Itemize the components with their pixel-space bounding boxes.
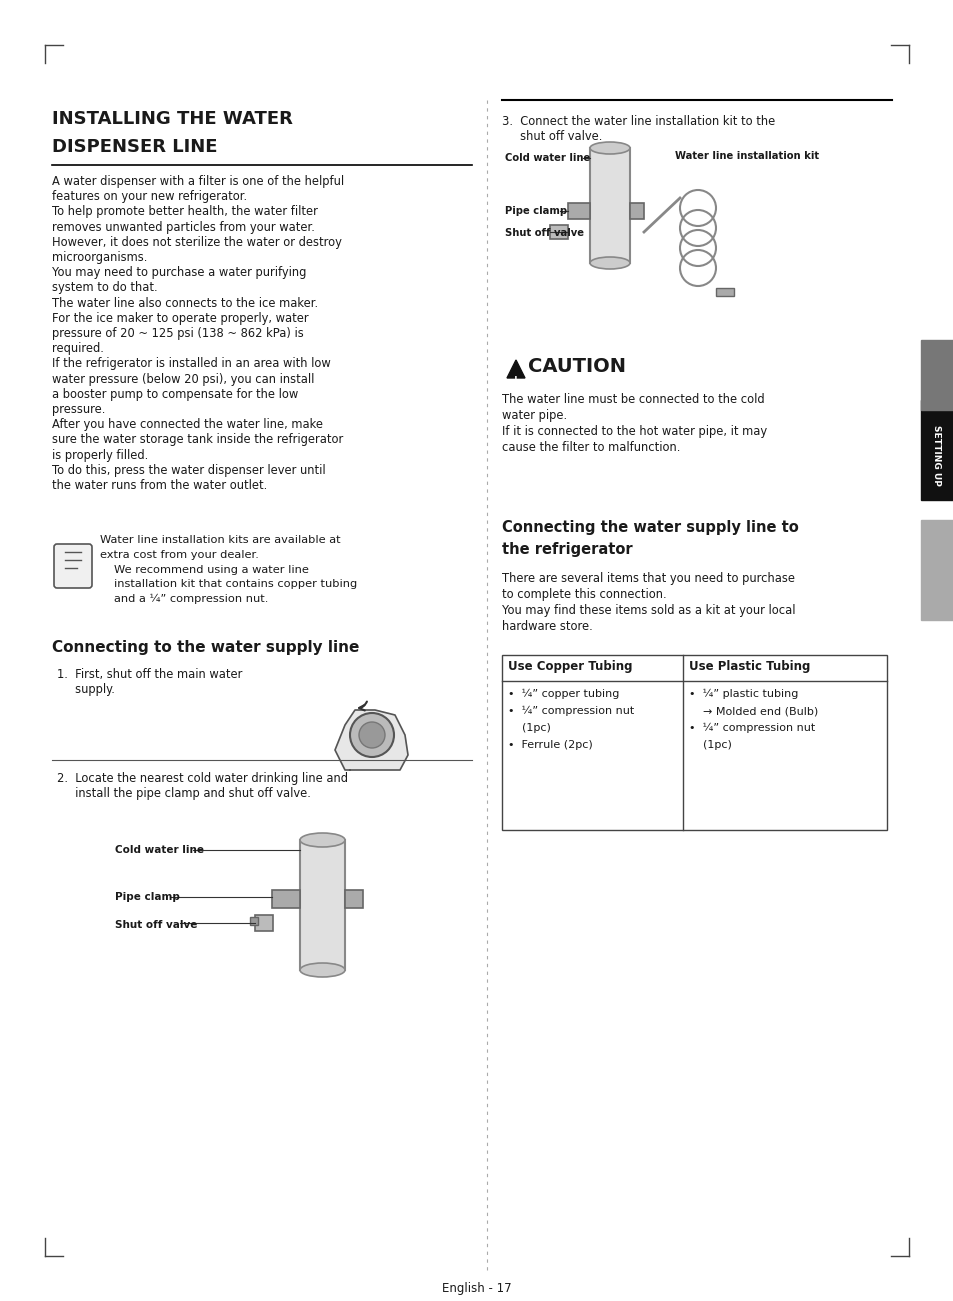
Text: a booster pump to compensate for the low: a booster pump to compensate for the low [52, 388, 298, 401]
Text: The water line must be connected to the cold: The water line must be connected to the … [501, 393, 763, 406]
Text: Use Plastic Tubing: Use Plastic Tubing [688, 660, 809, 673]
Text: SETTING UP: SETTING UP [931, 424, 941, 485]
Text: You may need to purchase a water purifying: You may need to purchase a water purifyi… [52, 267, 306, 280]
Text: hardware store.: hardware store. [501, 621, 592, 634]
Text: 1.  First, shut off the main water: 1. First, shut off the main water [57, 667, 242, 680]
Text: For the ice maker to operate properly, water: For the ice maker to operate properly, w… [52, 312, 309, 325]
Ellipse shape [589, 142, 629, 154]
Text: A water dispenser with a filter is one of the helpful: A water dispenser with a filter is one o… [52, 176, 344, 189]
Circle shape [358, 722, 385, 748]
Text: After you have connected the water line, make: After you have connected the water line,… [52, 418, 323, 431]
Text: the water runs from the water outlet.: the water runs from the water outlet. [52, 479, 267, 492]
Text: pressure of 20 ~ 125 psi (138 ~ 862 kPa) is: pressure of 20 ~ 125 psi (138 ~ 862 kPa)… [52, 327, 303, 340]
Text: removes unwanted particles from your water.: removes unwanted particles from your wat… [52, 221, 314, 234]
Bar [629, 203, 643, 219]
Ellipse shape [299, 833, 345, 847]
Text: •  ¼” copper tubing: • ¼” copper tubing [507, 690, 618, 699]
Text: supply.: supply. [57, 683, 114, 696]
Circle shape [350, 713, 394, 757]
Bar [299, 840, 345, 971]
Bar [920, 399, 953, 500]
Text: •  ¼” compression nut: • ¼” compression nut [688, 723, 815, 734]
Text: •  Ferrule (2pc): • Ferrule (2pc) [507, 740, 592, 749]
Bar [716, 288, 733, 297]
Bar [589, 148, 629, 263]
Text: water pressure (below 20 psi), you can install: water pressure (below 20 psi), you can i… [52, 372, 314, 385]
Text: is properly filled.: is properly filled. [52, 449, 148, 462]
Text: → Molded end (Bulb): → Molded end (Bulb) [688, 706, 818, 716]
Text: Shut off valve: Shut off valve [504, 228, 583, 238]
Text: 3.  Connect the water line installation kit to the: 3. Connect the water line installation k… [501, 114, 775, 127]
Polygon shape [506, 360, 524, 379]
Bar [550, 225, 567, 239]
Text: You may find these items sold as a kit at your local: You may find these items sold as a kit a… [501, 604, 795, 617]
Text: If the refrigerator is installed in an area with low: If the refrigerator is installed in an a… [52, 358, 331, 371]
Text: shut off valve.: shut off valve. [501, 130, 601, 143]
FancyBboxPatch shape [54, 544, 91, 588]
Bar [567, 203, 589, 219]
Text: To do this, press the water dispenser lever until: To do this, press the water dispenser le… [52, 463, 325, 476]
Text: Cold water line: Cold water line [504, 154, 590, 163]
Text: Connecting to the water supply line: Connecting to the water supply line [52, 640, 359, 654]
Text: sure the water storage tank inside the refrigerator: sure the water storage tank inside the r… [52, 433, 343, 446]
Text: and a ¼” compression nut.: and a ¼” compression nut. [113, 595, 268, 605]
Text: CAUTION: CAUTION [527, 356, 625, 376]
Text: Water line installation kits are available at: Water line installation kits are availab… [100, 535, 340, 545]
Text: the refrigerator: the refrigerator [501, 543, 632, 557]
Text: Cold water line: Cold water line [115, 846, 204, 855]
Text: English - 17: English - 17 [442, 1281, 511, 1294]
Bar [501, 654, 886, 830]
Text: system to do that.: system to do that. [52, 281, 157, 294]
Text: We recommend using a water line: We recommend using a water line [113, 565, 309, 575]
Text: cause the filter to malfunction.: cause the filter to malfunction. [501, 441, 679, 454]
Bar [254, 915, 273, 932]
Text: (1pc): (1pc) [507, 723, 550, 732]
Text: Water line installation kit: Water line installation kit [675, 151, 819, 161]
Bar [920, 520, 953, 621]
Text: The water line also connects to the ice maker.: The water line also connects to the ice … [52, 297, 317, 310]
Text: extra cost from your dealer.: extra cost from your dealer. [100, 550, 258, 559]
Bar [272, 890, 299, 908]
Text: microorganisms.: microorganisms. [52, 251, 147, 264]
Text: !: ! [514, 376, 517, 385]
Text: INSTALLING THE WATER: INSTALLING THE WATER [52, 111, 293, 127]
Polygon shape [335, 710, 408, 770]
Ellipse shape [589, 258, 629, 269]
Bar [920, 340, 953, 410]
Text: Pipe clamp: Pipe clamp [504, 206, 566, 216]
Text: Connecting the water supply line to: Connecting the water supply line to [501, 520, 798, 535]
Text: 2.  Locate the nearest cold water drinking line and: 2. Locate the nearest cold water drinkin… [57, 771, 348, 785]
Text: water pipe.: water pipe. [501, 409, 566, 422]
Bar [345, 890, 363, 908]
Text: Pipe clamp: Pipe clamp [115, 892, 180, 902]
Text: (1pc): (1pc) [688, 740, 731, 749]
Text: installation kit that contains copper tubing: installation kit that contains copper tu… [113, 579, 356, 589]
Text: However, it does not sterilize the water or destroy: However, it does not sterilize the water… [52, 235, 341, 248]
Text: install the pipe clamp and shut off valve.: install the pipe clamp and shut off valv… [57, 787, 311, 800]
Text: Use Copper Tubing: Use Copper Tubing [507, 660, 632, 673]
Text: •  ¼” plastic tubing: • ¼” plastic tubing [688, 690, 798, 699]
Text: required.: required. [52, 342, 104, 355]
Text: There are several items that you need to purchase: There are several items that you need to… [501, 572, 794, 585]
Bar [250, 917, 257, 925]
Text: DISPENSER LINE: DISPENSER LINE [52, 138, 217, 156]
Text: If it is connected to the hot water pipe, it may: If it is connected to the hot water pipe… [501, 425, 766, 438]
Text: pressure.: pressure. [52, 403, 105, 416]
Text: To help promote better health, the water filter: To help promote better health, the water… [52, 206, 317, 219]
Text: Shut off valve: Shut off valve [115, 920, 197, 930]
Text: •  ¼” compression nut: • ¼” compression nut [507, 706, 634, 717]
Text: to complete this connection.: to complete this connection. [501, 588, 666, 601]
Ellipse shape [299, 963, 345, 977]
Text: features on your new refrigerator.: features on your new refrigerator. [52, 190, 247, 203]
